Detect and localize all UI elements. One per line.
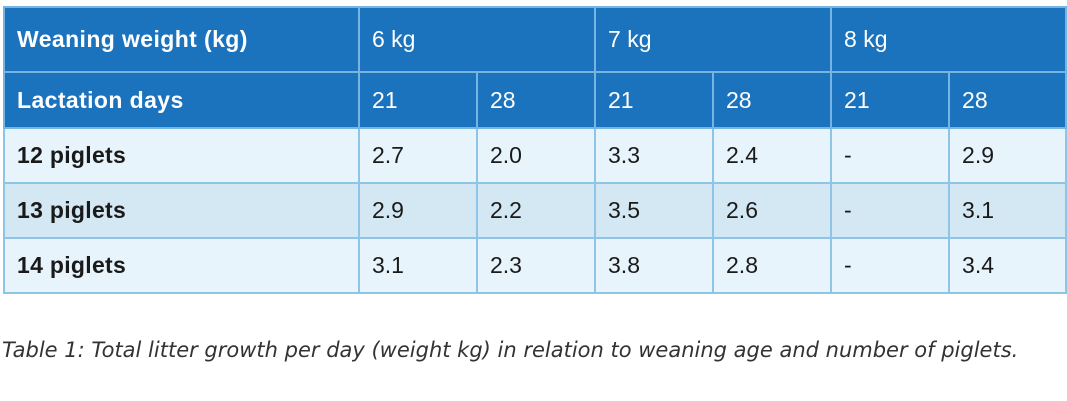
weight-group-7kg: 7 kg bbox=[594, 6, 833, 73]
table-row: 13 piglets 2.9 2.2 3.5 2.6 - 3.1 bbox=[3, 182, 1067, 239]
table-cell: 2.0 bbox=[475, 127, 597, 184]
weight-group-6kg: 6 kg bbox=[357, 6, 597, 73]
lactation-day-cell: 28 bbox=[712, 71, 833, 129]
litter-growth-table: Weaning weight (kg) 6 kg 7 kg 8 kg Lacta… bbox=[3, 6, 1067, 294]
table-cell: 2.3 bbox=[475, 237, 597, 294]
table-cell: 2.9 bbox=[358, 182, 478, 239]
table-cell: - bbox=[830, 237, 951, 294]
weight-group-8kg: 8 kg bbox=[830, 6, 1067, 73]
table-cell: 3.1 bbox=[358, 237, 478, 294]
row-label: 12 piglets bbox=[3, 127, 360, 184]
lactation-day-cell: 28 bbox=[948, 71, 1067, 129]
row-label: 13 piglets bbox=[3, 182, 360, 239]
weaning-weight-header-row: Weaning weight (kg) 6 kg 7 kg 8 kg bbox=[3, 6, 1067, 73]
lactation-day-cell: 21 bbox=[594, 71, 715, 129]
lactation-day-cell: 21 bbox=[830, 71, 951, 129]
lactation-day-cell: 21 bbox=[358, 71, 478, 129]
table-cell: 2.9 bbox=[948, 127, 1067, 184]
table-cell: 3.3 bbox=[594, 127, 715, 184]
table-cell: - bbox=[830, 182, 951, 239]
table-cell: 2.4 bbox=[712, 127, 833, 184]
table-cell: 2.2 bbox=[475, 182, 597, 239]
table-cell: 3.5 bbox=[594, 182, 715, 239]
row-label: 14 piglets bbox=[3, 237, 360, 294]
table-cell: 2.8 bbox=[712, 237, 833, 294]
table-cell: 3.4 bbox=[948, 237, 1067, 294]
table-row: 12 piglets 2.7 2.0 3.3 2.4 - 2.9 bbox=[3, 127, 1067, 184]
table-cell: 2.6 bbox=[712, 182, 833, 239]
table-cell: - bbox=[830, 127, 951, 184]
table-cell: 3.8 bbox=[594, 237, 715, 294]
lactation-days-label: Lactation days bbox=[3, 71, 360, 129]
weaning-weight-label: Weaning weight (kg) bbox=[3, 6, 360, 73]
lactation-day-cell: 28 bbox=[475, 71, 597, 129]
table-cell: 3.1 bbox=[948, 182, 1067, 239]
table-row: 14 piglets 3.1 2.3 3.8 2.8 - 3.4 bbox=[3, 237, 1067, 294]
lactation-days-header-row: Lactation days 21 28 21 28 21 28 bbox=[3, 71, 1067, 129]
table-cell: 2.7 bbox=[358, 127, 478, 184]
table-caption: Table 1: Total litter growth per day (we… bbox=[2, 338, 1019, 362]
